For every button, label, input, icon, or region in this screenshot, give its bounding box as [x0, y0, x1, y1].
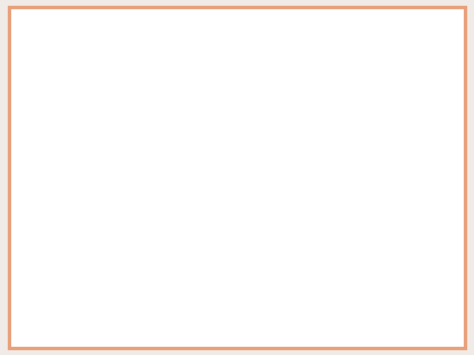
- Text: SPERMATOZOA IN SEMEN: SPERMATOZOA IN SEMEN: [35, 75, 220, 90]
- Text: ON-SPECIFIC AGGREGATION OF: ON-SPECIFIC AGGREGATION OF: [54, 26, 283, 41]
- Circle shape: [423, 312, 467, 344]
- Bar: [167, 320, 177, 329]
- Bar: [69, 320, 78, 329]
- Bar: [266, 320, 275, 329]
- Text: cell (a), debris (b) or spermatozoa (c, d).: cell (a), debris (b) or spermatozoa (c, …: [44, 135, 314, 148]
- Circle shape: [26, 106, 37, 115]
- Text: N: N: [35, 26, 47, 44]
- Bar: [365, 320, 374, 329]
- Text: Views of spermatozoa aggregated with an epithelial: Views of spermatozoa aggregated with an …: [44, 106, 391, 119]
